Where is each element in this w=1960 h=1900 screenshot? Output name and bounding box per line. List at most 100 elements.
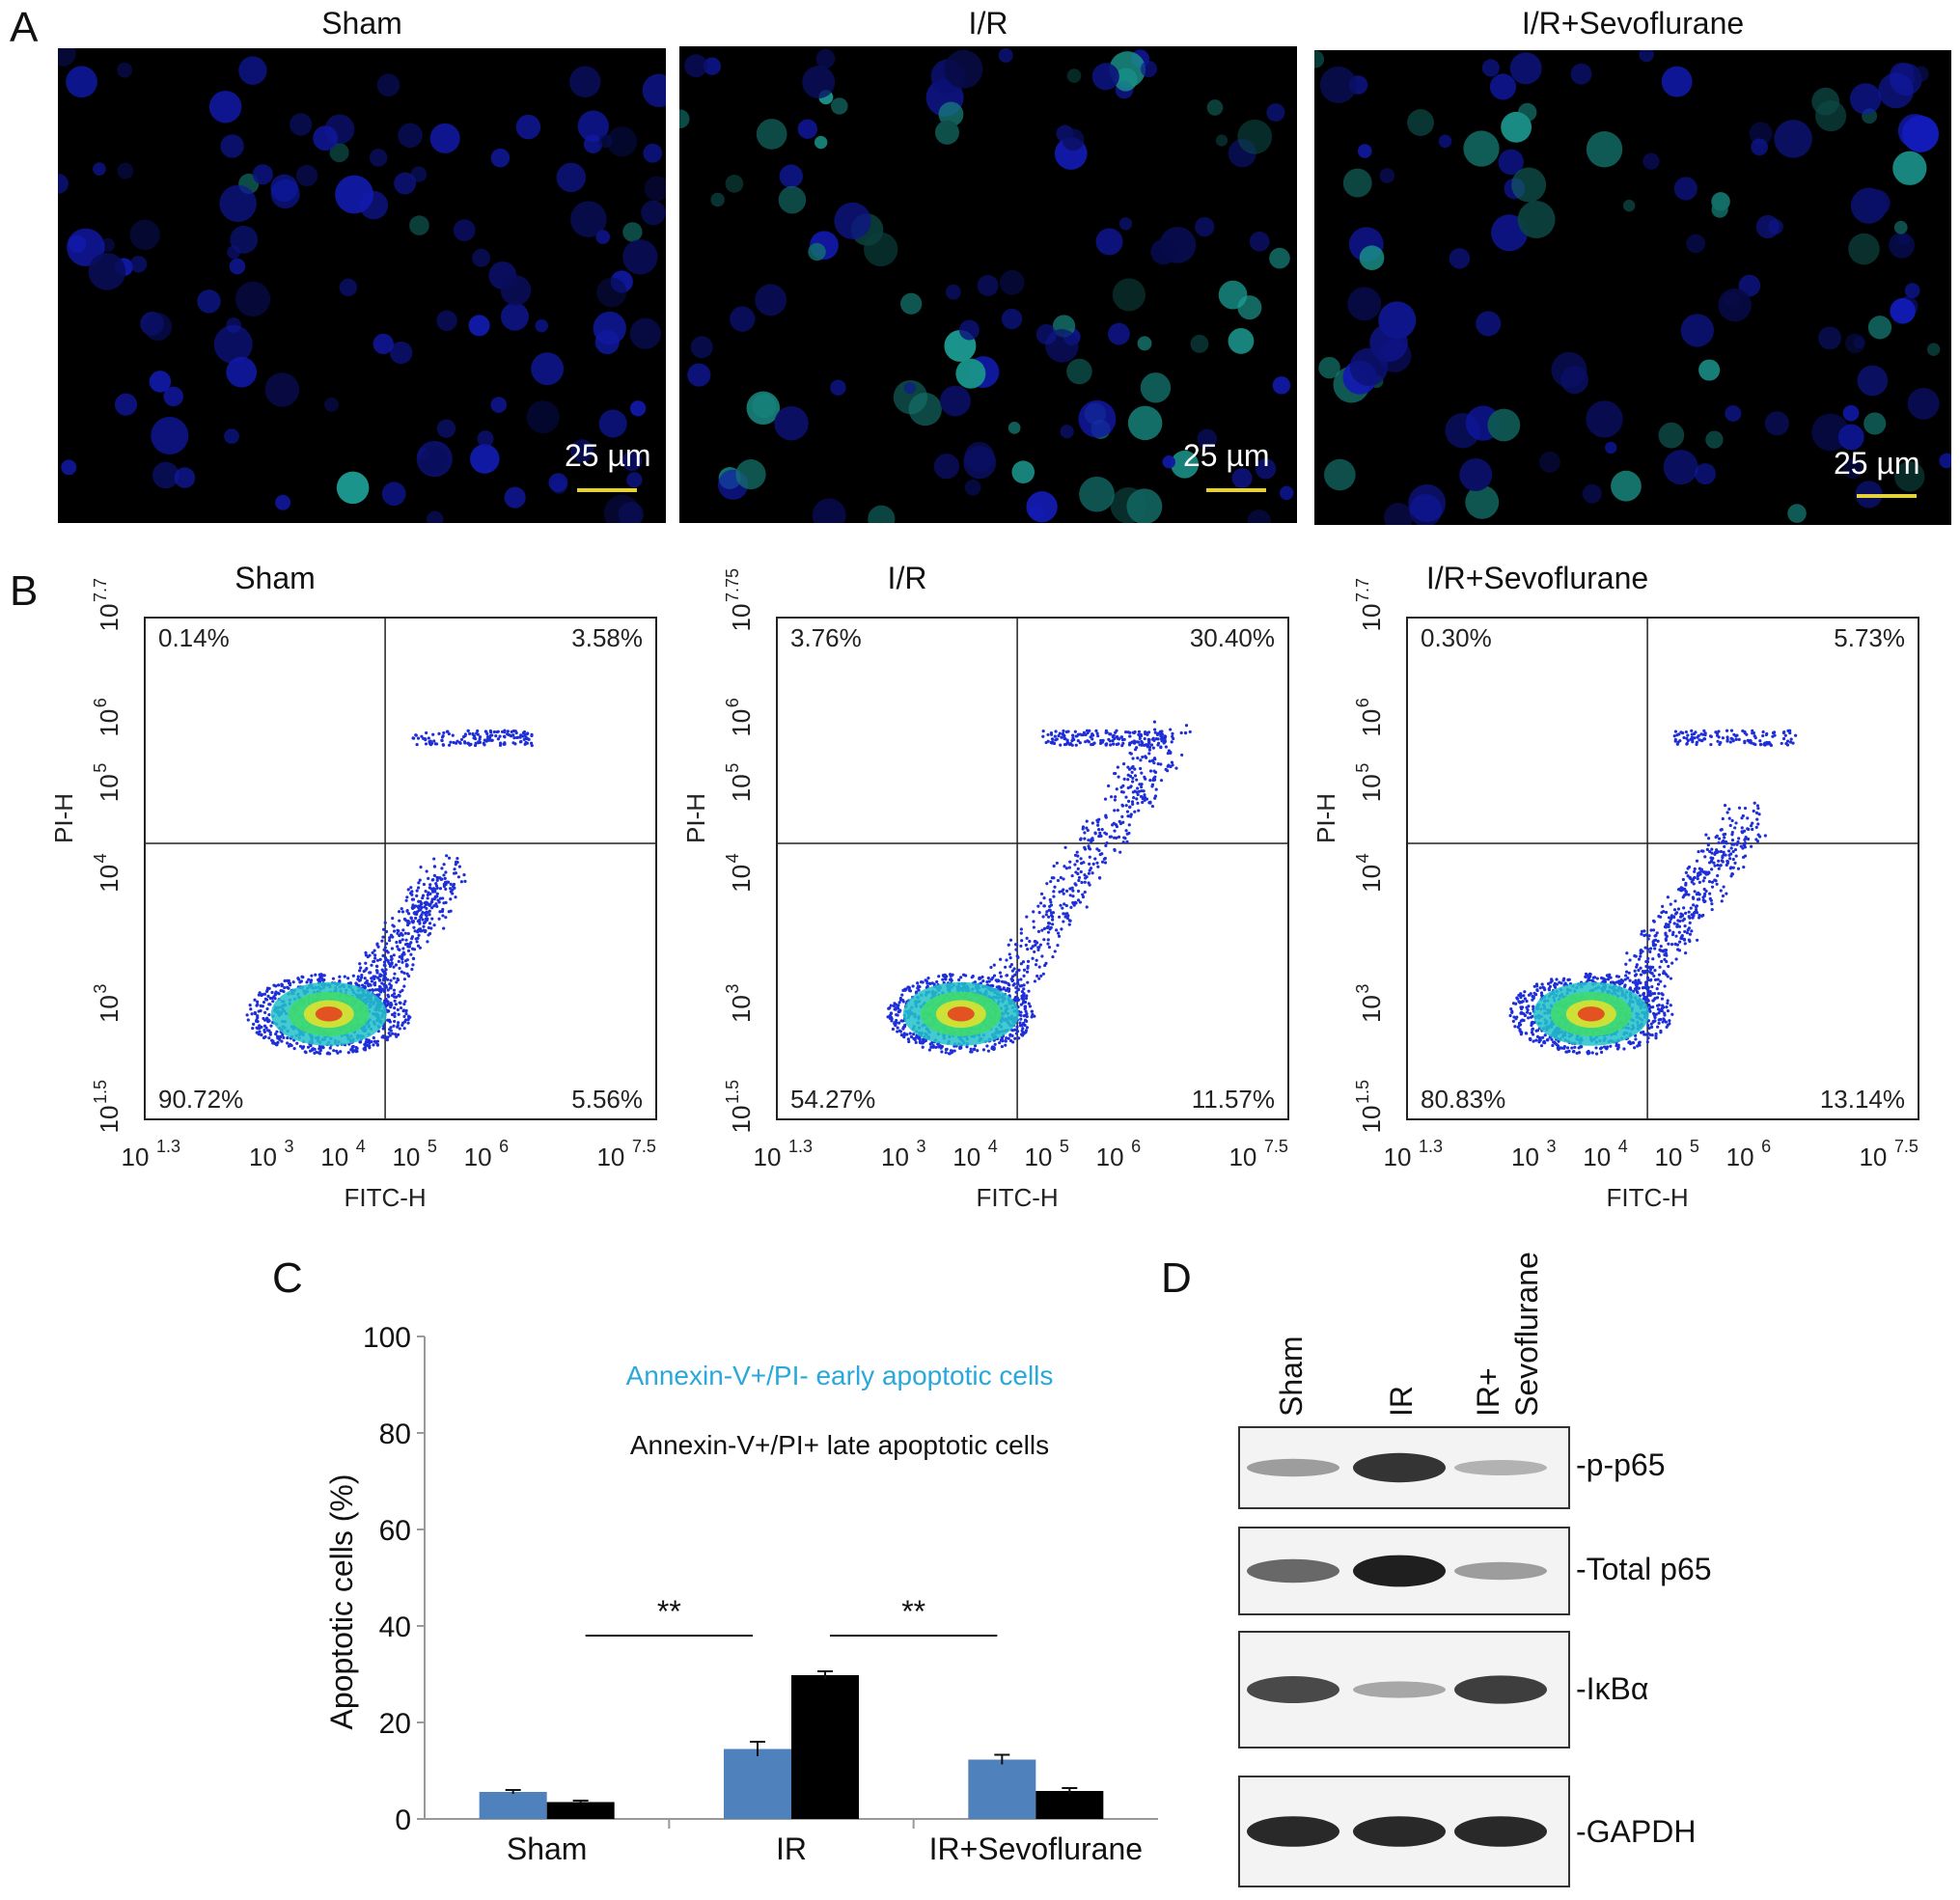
x-tick-exp: 5 bbox=[428, 1137, 437, 1156]
nucleus bbox=[1247, 509, 1271, 523]
event-dot bbox=[1637, 1043, 1641, 1047]
event-dot bbox=[1067, 919, 1071, 922]
event-dot bbox=[428, 886, 432, 890]
event-dot bbox=[1096, 865, 1100, 868]
event-dot bbox=[1717, 867, 1721, 870]
event-dot bbox=[1650, 1033, 1654, 1037]
event-dot bbox=[1188, 730, 1192, 734]
event-dot bbox=[380, 968, 384, 972]
event-dot bbox=[1511, 1019, 1515, 1023]
event-dot bbox=[1153, 728, 1157, 731]
event-dot bbox=[1016, 987, 1020, 991]
event-dot bbox=[907, 1039, 911, 1044]
event-dot bbox=[1004, 988, 1008, 992]
event-dot bbox=[1699, 849, 1704, 853]
event-dot bbox=[384, 929, 389, 934]
significance-label: ** bbox=[901, 1594, 925, 1629]
nucleus bbox=[1481, 59, 1500, 77]
event-dot bbox=[262, 992, 267, 996]
event-dot bbox=[1682, 906, 1686, 910]
event-dot bbox=[1710, 907, 1714, 912]
nucleus bbox=[1190, 334, 1209, 353]
event-dot bbox=[427, 876, 430, 880]
event-dot bbox=[457, 740, 462, 745]
event-dot bbox=[1729, 846, 1733, 850]
y-tick-exp: 7.75 bbox=[723, 568, 742, 602]
event-dot bbox=[442, 730, 446, 735]
event-dot bbox=[1035, 958, 1038, 962]
event-dot bbox=[1139, 758, 1143, 762]
event-dot bbox=[1038, 943, 1043, 947]
event-dot bbox=[1723, 844, 1726, 848]
event-dot bbox=[1128, 805, 1132, 809]
nucleus bbox=[834, 202, 871, 240]
event-dot bbox=[1701, 895, 1705, 899]
y-tick-label: 0 bbox=[395, 1804, 411, 1836]
event-dot bbox=[1532, 1039, 1535, 1043]
event-dot bbox=[1038, 901, 1043, 905]
event-dot bbox=[393, 1019, 397, 1024]
event-dot bbox=[1131, 780, 1135, 784]
event-dot bbox=[1633, 969, 1637, 973]
event-dot bbox=[1119, 790, 1124, 794]
nucleus bbox=[1060, 425, 1074, 439]
event-dot bbox=[406, 921, 410, 924]
nucleus bbox=[1465, 484, 1500, 519]
nucleus bbox=[1698, 359, 1721, 381]
event-dot bbox=[1534, 1029, 1538, 1033]
event-dot bbox=[1064, 730, 1068, 734]
event-dot bbox=[1686, 874, 1690, 878]
y-tick-label: 10 bbox=[95, 709, 124, 737]
event-dot bbox=[430, 899, 434, 903]
event-dot bbox=[406, 949, 411, 952]
event-dot bbox=[1057, 934, 1062, 938]
nucleus bbox=[548, 473, 568, 492]
event-dot bbox=[1085, 729, 1090, 732]
event-dot bbox=[354, 982, 359, 986]
event-dot bbox=[382, 927, 386, 931]
event-dot bbox=[1153, 796, 1157, 800]
nucleus bbox=[1661, 66, 1693, 97]
event-dot bbox=[1657, 991, 1661, 996]
event-dot bbox=[1025, 970, 1030, 974]
nucleus bbox=[1878, 72, 1915, 109]
nucleus bbox=[594, 329, 620, 355]
nucleus bbox=[117, 162, 134, 179]
nucleus bbox=[1894, 461, 1925, 492]
event-dot bbox=[1117, 742, 1120, 746]
event-dot bbox=[1075, 850, 1079, 854]
event-dot bbox=[441, 914, 445, 918]
event-dot bbox=[1073, 882, 1077, 886]
event-dot bbox=[421, 895, 425, 900]
event-dot bbox=[905, 1033, 909, 1036]
event-dot bbox=[437, 731, 441, 735]
event-dot bbox=[1641, 969, 1645, 974]
event-dot bbox=[364, 1040, 368, 1044]
event-dot bbox=[1637, 978, 1641, 982]
y-tick-exp: 3 bbox=[723, 984, 742, 994]
event-dot bbox=[986, 977, 990, 980]
event-dot bbox=[1696, 897, 1700, 901]
nucleus bbox=[1939, 453, 1951, 469]
event-dot bbox=[388, 986, 392, 990]
event-dot bbox=[1651, 992, 1655, 996]
event-dot bbox=[245, 1013, 249, 1017]
event-dot bbox=[1726, 849, 1731, 853]
event-dot bbox=[1755, 804, 1760, 808]
event-dot bbox=[897, 1009, 900, 1014]
event-dot bbox=[418, 946, 422, 950]
nucleus bbox=[389, 341, 413, 365]
nucleus bbox=[1066, 69, 1082, 83]
event-dot bbox=[1709, 742, 1713, 747]
event-dot bbox=[425, 910, 428, 914]
nucleus bbox=[1255, 458, 1277, 480]
event-dot bbox=[1085, 875, 1089, 879]
event-dot bbox=[1648, 1009, 1652, 1013]
event-dot bbox=[1139, 794, 1144, 799]
nucleus bbox=[944, 49, 983, 89]
event-dot bbox=[1683, 911, 1688, 915]
nucleus bbox=[1150, 238, 1176, 265]
event-dot bbox=[410, 893, 414, 896]
event-dot bbox=[1634, 978, 1638, 982]
event-dot bbox=[1086, 828, 1090, 833]
